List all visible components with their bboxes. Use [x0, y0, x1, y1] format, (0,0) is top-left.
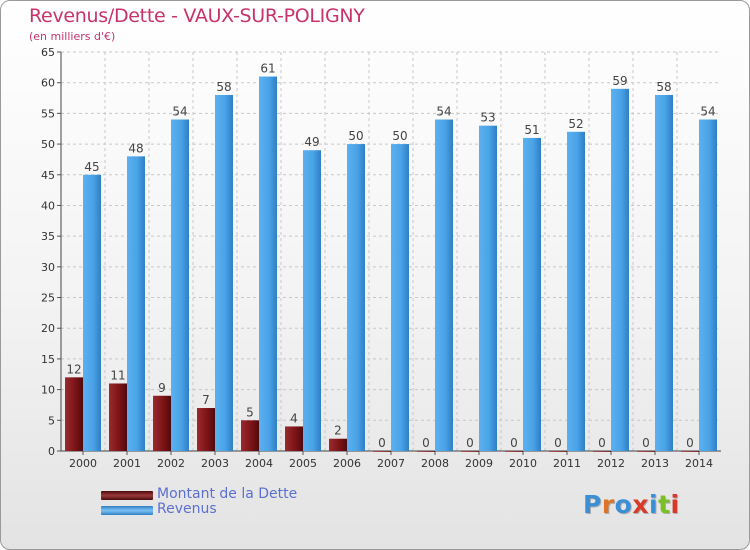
- debt-value-label: 4: [290, 411, 298, 425]
- debt-value-label: 0: [510, 436, 518, 450]
- revenue-bar: [127, 156, 145, 451]
- revenue-bar: [259, 76, 277, 452]
- revenue-value-label: 61: [260, 62, 275, 76]
- debt-bar: [65, 377, 83, 451]
- proxiti-logo: Proxiti: [583, 490, 680, 519]
- revenue-value-label: 54: [436, 105, 451, 119]
- debt-bar: [153, 395, 171, 451]
- x-tick-label: 2004: [245, 457, 273, 470]
- x-tick-label: 2014: [685, 457, 713, 470]
- legend-swatch-revenue: [101, 506, 153, 515]
- y-tick-label: 0: [48, 445, 55, 458]
- x-tick-label: 2011: [553, 457, 581, 470]
- debt-bar: [549, 451, 567, 452]
- revenue-value-label: 50: [348, 129, 363, 143]
- x-tick-label: 2006: [333, 457, 361, 470]
- revenue-bar: [303, 150, 321, 451]
- x-tick-label: 2009: [465, 457, 493, 470]
- debt-value-label: 0: [598, 436, 606, 450]
- revenue-bar: [699, 119, 717, 452]
- chart-title: Revenus/Dette - VAUX-SUR-POLIGNY: [29, 5, 365, 27]
- debt-value-label: 2: [334, 424, 342, 438]
- revenue-value-label: 58: [216, 80, 231, 94]
- revenue-bar: [347, 144, 365, 452]
- revenue-value-label: 59: [612, 74, 627, 88]
- debt-value-label: 0: [378, 436, 386, 450]
- y-tick-label: 60: [41, 77, 55, 90]
- revenue-bar: [391, 144, 409, 452]
- debt-value-label: 0: [422, 436, 430, 450]
- debt-bar: [505, 451, 523, 452]
- revenue-value-label: 48: [128, 141, 143, 155]
- debt-bar: [461, 451, 479, 452]
- revenue-bar: [83, 174, 101, 451]
- x-tick-label: 2010: [509, 457, 537, 470]
- revenue-bar: [171, 119, 189, 452]
- x-tick-label: 2007: [377, 457, 405, 470]
- x-tick-label: 2008: [421, 457, 449, 470]
- x-tick-label: 2005: [289, 457, 317, 470]
- x-tick-label: 2012: [597, 457, 625, 470]
- revenue-bar: [655, 94, 673, 451]
- x-tick-label: 2000: [69, 457, 97, 470]
- y-tick-label: 35: [41, 230, 55, 243]
- y-tick-label: 30: [41, 261, 55, 274]
- revenue-value-label: 53: [480, 111, 495, 125]
- debt-bar: [637, 451, 655, 452]
- revenue-bar: [611, 88, 629, 451]
- debt-bar: [373, 451, 391, 452]
- revenue-value-label: 54: [700, 105, 715, 119]
- y-tick-label: 50: [41, 138, 55, 151]
- revenue-bar: [435, 119, 453, 452]
- y-tick-label: 15: [41, 353, 55, 366]
- revenue-bar: [523, 137, 541, 451]
- revenue-value-label: 52: [568, 117, 583, 131]
- debt-value-label: 9: [158, 381, 166, 395]
- debt-value-label: 11: [110, 368, 125, 382]
- x-tick-label: 2013: [641, 457, 669, 470]
- y-tick-label: 20: [41, 322, 55, 335]
- debt-value-label: 0: [642, 436, 650, 450]
- revenue-value-label: 49: [304, 135, 319, 149]
- debt-bar: [241, 420, 259, 451]
- y-tick-label: 5: [48, 414, 55, 427]
- legend-label-revenue: Revenus: [157, 501, 217, 517]
- debt-value-label: 0: [554, 436, 562, 450]
- debt-bar: [593, 451, 611, 452]
- revenue-value-label: 50: [392, 129, 407, 143]
- revenue-value-label: 51: [524, 123, 539, 137]
- revenue-bar: [215, 94, 233, 451]
- y-tick-label: 55: [41, 107, 55, 120]
- revenue-value-label: 54: [172, 105, 187, 119]
- chart-subtitle: (en milliers d'€): [29, 30, 116, 43]
- debt-value-label: 0: [466, 436, 474, 450]
- debt-bar: [197, 408, 215, 451]
- revenue-value-label: 58: [656, 80, 671, 94]
- x-tick-label: 2002: [157, 457, 185, 470]
- y-tick-label: 40: [41, 199, 55, 212]
- debt-bar: [109, 383, 127, 451]
- x-tick-label: 2001: [113, 457, 141, 470]
- debt-value-label: 0: [686, 436, 694, 450]
- debt-value-label: 12: [66, 362, 81, 376]
- legend-swatch-debt: [101, 491, 153, 500]
- revenue-value-label: 45: [84, 160, 99, 174]
- debt-value-label: 5: [246, 405, 254, 419]
- revenue-bar: [479, 125, 497, 452]
- y-tick-label: 10: [41, 384, 55, 397]
- debt-bar: [285, 426, 303, 451]
- y-tick-label: 25: [41, 292, 55, 305]
- debt-value-label: 7: [202, 393, 210, 407]
- debt-bar: [329, 438, 347, 451]
- y-tick-label: 45: [41, 169, 55, 182]
- revenue-bar: [567, 131, 585, 452]
- y-tick-label: 65: [41, 46, 55, 59]
- x-tick-label: 2003: [201, 457, 229, 470]
- debt-bar: [417, 451, 435, 452]
- legend-label-debt: Montant de la Dette: [157, 486, 298, 502]
- debt-bar: [681, 451, 699, 452]
